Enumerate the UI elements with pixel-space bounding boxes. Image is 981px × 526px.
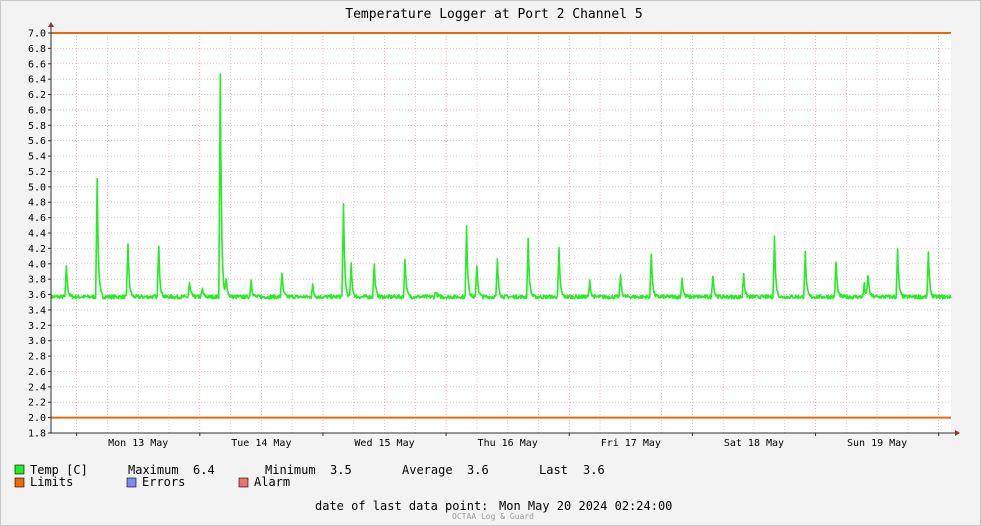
x-axis-arrow	[955, 430, 960, 436]
legend-average-value: 3.6	[467, 463, 489, 477]
legend-last-label: Last	[539, 463, 568, 477]
legend: Temp [C] Maximum 6.4 Minimum 3.5 Average…	[14, 463, 605, 489]
legend-minimum-value: 3.5	[330, 463, 352, 477]
y-tick-label: 2.0	[28, 413, 46, 424]
y-tick-label: 3.6	[28, 290, 46, 301]
y-tick-label: 3.4	[28, 305, 46, 316]
y-tick-label: 1.8	[28, 429, 46, 440]
x-tick-label: Sun 19 May	[847, 438, 907, 449]
legend-swatch-alarm	[238, 477, 249, 488]
y-tick-label: 3.8	[28, 275, 46, 286]
y-tick-label: 2.2	[28, 398, 46, 409]
y-tick-label: 5.4	[28, 152, 46, 163]
series-temp	[50, 73, 952, 300]
last-data-point-value: Mon May 20 2024 02:24:00	[499, 499, 672, 513]
y-tick-label: 2.6	[28, 367, 46, 378]
legend-swatch-temp	[14, 464, 25, 475]
axes	[48, 22, 960, 436]
y-tick-label: 2.4	[28, 382, 46, 393]
y-tick-label: 6.4	[28, 75, 46, 86]
y-tick-label: 4.8	[28, 198, 46, 209]
y-tick-label: 4.2	[28, 244, 46, 255]
x-tick-label: Thu 16 May	[478, 438, 538, 449]
legend-temp-label: Temp [C]	[30, 463, 88, 477]
y-axis-arrow	[48, 22, 54, 27]
chart-title: Temperature Logger at Port 2 Channel 5	[345, 7, 642, 22]
y-tick-label: 6.6	[28, 59, 46, 70]
y-tick-label: 5.2	[28, 167, 46, 178]
legend-last-value: 3.6	[583, 463, 605, 477]
legend-maximum-value: 6.4	[193, 463, 215, 477]
y-tick-label: 3.0	[28, 336, 46, 347]
x-tick-label: Wed 15 May	[354, 438, 414, 449]
legend-errors-label: Errors	[142, 475, 185, 489]
x-tick-label: Sat 18 May	[724, 438, 784, 449]
y-tick-label: 4.0	[28, 259, 46, 270]
legend-swatch-limits	[14, 477, 25, 488]
x-tick-label: Fri 17 May	[601, 438, 661, 449]
legend-alarm-label: Alarm	[254, 475, 290, 489]
credit-watermark: OCTAA Log & Guard	[452, 512, 534, 521]
y-tick-label: 5.0	[28, 182, 46, 193]
series-line-temp	[50, 73, 952, 300]
y-tick-label: 5.8	[28, 121, 46, 132]
y-tick-label: 6.0	[28, 105, 46, 116]
x-tick-label: Tue 14 May	[231, 438, 291, 449]
legend-minimum-label: Minimum	[265, 463, 316, 477]
legend-limits-label: Limits	[30, 475, 73, 489]
limit-lines	[51, 32, 951, 419]
last-data-point-label: date of last data point:	[315, 499, 488, 513]
legend-maximum-label: Maximum	[128, 463, 179, 477]
x-tick-label: Mon 13 May	[108, 438, 168, 449]
y-tick-label: 4.4	[28, 229, 46, 240]
legend-average-label: Average	[402, 463, 453, 477]
y-tick-label: 6.8	[28, 44, 46, 55]
y-tick-label: 7.0	[28, 29, 46, 40]
y-tick-label: 2.8	[28, 352, 46, 363]
y-tick-label: 5.6	[28, 136, 46, 147]
y-tick-label: 3.2	[28, 321, 46, 332]
legend-swatch-errors	[126, 477, 137, 488]
y-axis-ticks: 7.0 6.8 6.6 6.4 6.2 6.0 5.8 5.6 5.4 5.2 5.0 4.8 4.6 4…	[28, 29, 51, 440]
y-tick-label: 6.2	[28, 90, 46, 101]
y-tick-label: 4.6	[28, 213, 46, 224]
